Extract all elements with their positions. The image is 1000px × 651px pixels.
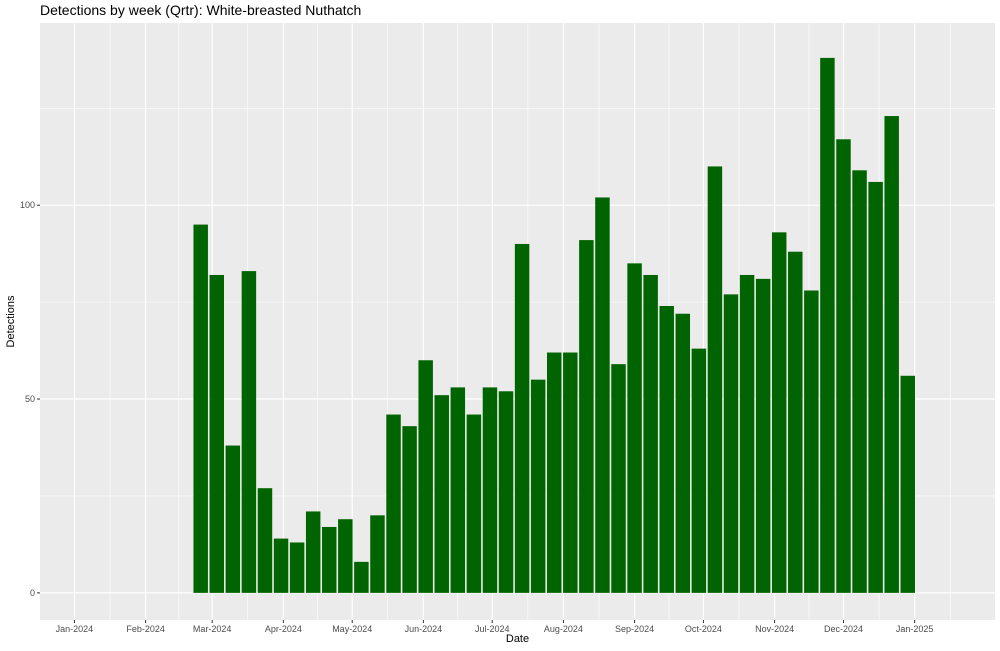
x-tick-label: Apr-2024 [265,624,302,634]
bar [209,274,224,593]
bar [193,224,208,593]
x-tick-label: Aug-2024 [544,624,583,634]
bar [691,348,707,593]
bar [434,395,449,593]
bar [354,561,369,593]
bar [418,360,433,593]
chart-title: Detections by week (Qrtr): White-breaste… [40,2,362,18]
y-tick-label: 0 [30,588,35,598]
bar [257,488,273,593]
x-tick-label: Dec-2024 [824,624,863,634]
bar [225,445,241,593]
x-tick-label: May-2024 [332,624,372,634]
bar [514,243,530,593]
bar [836,139,851,593]
bar [868,181,883,593]
bar [305,511,321,593]
bar [675,313,691,593]
x-tick-label: Nov-2024 [755,624,794,634]
y-tick-label: 50 [25,394,35,404]
bar [788,251,803,593]
bar [450,387,466,593]
bar [643,274,658,593]
bar [723,294,739,593]
bar [884,116,899,593]
bar [755,278,771,593]
bar [386,414,401,593]
bar [289,542,305,593]
bar [546,352,562,593]
y-axis: 0 50 100 [20,200,40,598]
y-axis-title: Detections [5,295,17,347]
bar [611,364,626,593]
bar [659,305,674,593]
bar [820,57,835,593]
x-axis-title: Date [506,633,529,645]
x-tick-label: Jan-2024 [56,624,94,634]
x-tick-label: Oct-2024 [685,624,722,634]
bar [771,232,787,593]
bar [739,274,755,593]
bars [193,57,915,593]
bar [852,170,867,593]
bar [466,414,482,593]
bar [402,426,417,593]
bar [627,263,642,593]
bar [804,290,819,593]
bar [579,240,594,593]
x-tick-label: Mar-2024 [193,624,232,634]
bar [498,391,514,593]
bar [707,166,723,593]
x-tick-label: Jul-2024 [475,624,510,634]
bar [273,538,289,593]
bar [563,352,578,593]
x-tick-label: Jun-2024 [405,624,443,634]
bar [241,271,257,593]
x-tick-label: Sep-2024 [615,624,654,634]
bar [595,197,610,593]
x-axis: Jan-2024 Feb-2024 Mar-2024 Apr-2024 May-2024… [56,620,934,634]
x-tick-label: Jan-2025 [896,624,934,634]
bar [900,375,915,593]
bar [530,379,546,593]
x-tick-label: Feb-2024 [126,624,165,634]
bar [322,526,337,593]
bar [338,519,353,593]
bar [482,387,498,593]
y-tick-label: 100 [20,200,35,210]
bar [370,515,385,593]
